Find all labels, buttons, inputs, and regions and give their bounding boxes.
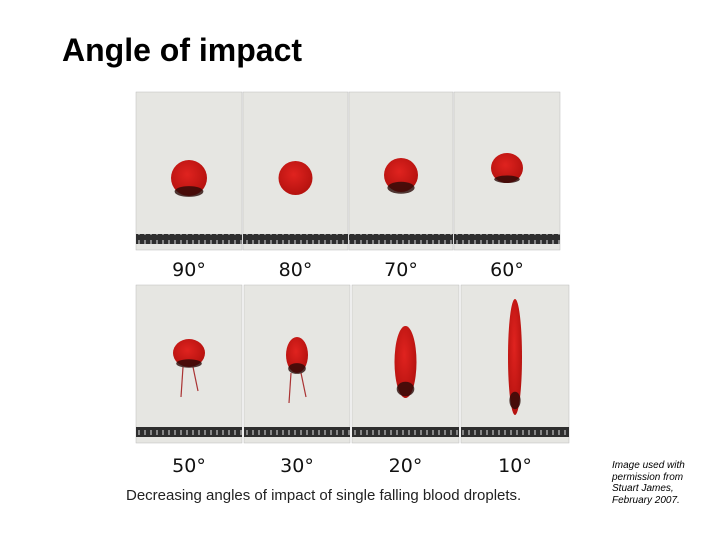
spatter — [180, 366, 184, 398]
angle-label: 20° — [389, 455, 423, 477]
droplet-shadow — [387, 181, 415, 194]
droplet — [508, 299, 522, 415]
ruler — [136, 427, 242, 437]
droplet — [278, 161, 313, 195]
droplet-shadow — [176, 359, 202, 368]
angle-label: 10° — [498, 455, 532, 477]
ruler — [136, 234, 242, 244]
credit-line: February 2007. — [612, 494, 680, 506]
droplet-shadow — [494, 175, 520, 183]
angle-label: 60° — [490, 259, 524, 281]
angle-label: 50° — [172, 455, 206, 477]
droplet-shadow — [396, 381, 415, 397]
ruler — [352, 427, 459, 437]
ruler — [244, 427, 350, 437]
ruler — [454, 234, 560, 244]
ruler — [349, 234, 453, 244]
droplet-shadow — [174, 186, 204, 197]
figure-caption: Decreasing angles of impact of single fa… — [126, 487, 522, 504]
angle-label: 80° — [279, 259, 313, 281]
droplet — [171, 160, 207, 196]
droplet — [491, 153, 523, 183]
angle-label: 70° — [384, 259, 418, 281]
credit-line: permission from — [612, 471, 684, 483]
credit-line: Stuart James, — [612, 483, 674, 494]
ruler — [461, 427, 569, 437]
spatter — [288, 372, 292, 404]
droplet-shadow — [288, 363, 306, 374]
droplet-shadow — [509, 391, 521, 410]
slide-title: Angle of impact — [62, 32, 303, 68]
droplet — [394, 326, 417, 398]
angle-label: 30° — [280, 455, 314, 477]
spatter — [192, 366, 199, 392]
image-credit: Image used with permission from Stuart Jam… — [612, 460, 716, 506]
angle-label: 90° — [172, 259, 206, 281]
droplet — [173, 339, 205, 367]
credit-line: Image used with — [612, 460, 685, 471]
ruler — [243, 234, 348, 244]
spatter — [300, 372, 307, 398]
droplet — [286, 337, 308, 373]
